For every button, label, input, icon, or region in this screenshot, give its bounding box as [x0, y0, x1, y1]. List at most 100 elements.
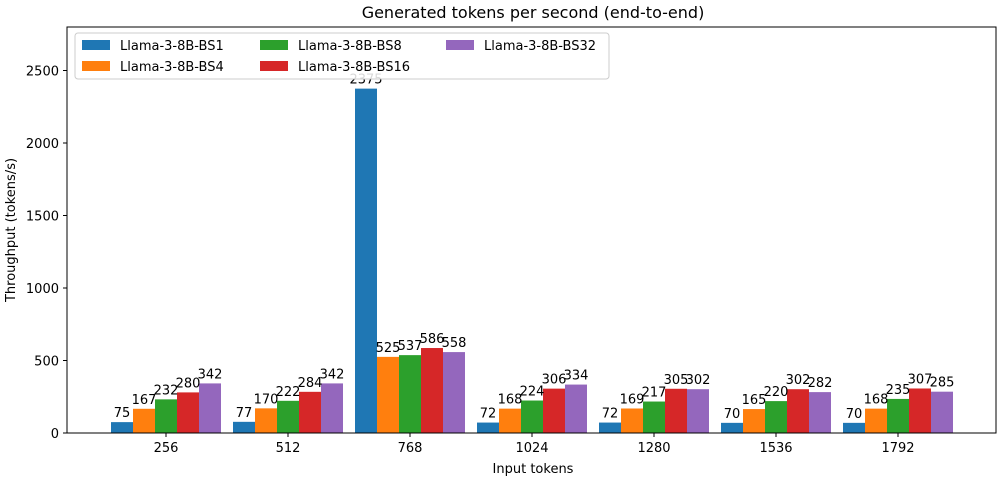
bar-value-label: 334: [564, 369, 589, 384]
bar: [621, 408, 643, 433]
plot-frame: [66, 26, 997, 434]
bar-value-label: 285: [930, 376, 955, 391]
legend-box: [74, 32, 610, 80]
bar-value-label: 168: [864, 393, 889, 408]
bar: [743, 409, 765, 433]
legend-swatch: [82, 40, 110, 50]
bar-value-label: 167: [132, 393, 157, 408]
chart-title: Generated tokens per second (end-to-end): [362, 3, 705, 22]
bar-value-label: 70: [846, 407, 863, 422]
bar-value-label: 302: [686, 373, 711, 388]
legend-swatch: [260, 40, 288, 50]
bar: [399, 355, 421, 433]
bar-value-label: 282: [808, 376, 833, 391]
legend-label: Llama-3-8B-BS32: [484, 39, 596, 54]
x-tick-label: 1792: [881, 441, 914, 456]
bar: [909, 388, 931, 433]
x-tick-label: 1280: [637, 441, 670, 456]
bar: [443, 352, 465, 433]
bar: [809, 392, 831, 433]
bar: [155, 399, 177, 433]
x-axis-ticks: 256 512 768 1024 1280 1536 1792: [154, 433, 915, 456]
bar-value-label: 170: [254, 392, 279, 407]
legend-swatch: [446, 40, 474, 50]
y-tick-label: 2000: [26, 137, 59, 152]
bar-value-label: 70: [724, 407, 741, 422]
bar-value-label: 165: [742, 393, 767, 408]
y-tick-label: 2500: [26, 65, 59, 80]
bar: [787, 389, 809, 433]
bar: [299, 391, 321, 433]
bar: [233, 421, 255, 433]
bar-value-label: 342: [198, 367, 223, 382]
bar: [543, 388, 565, 433]
bar-value-label: 537: [398, 339, 423, 354]
bar-value-label: 224: [520, 385, 545, 400]
bar-value-label: 169: [620, 392, 645, 407]
bar-value-label: 72: [480, 407, 497, 422]
bar: [421, 348, 443, 433]
y-tick-label: 1500: [26, 210, 59, 225]
bar: [477, 422, 499, 433]
bar: [887, 398, 909, 433]
bar-value-label: 586: [420, 332, 445, 347]
bar: [521, 400, 543, 433]
y-axis-ticks: 0 500 1000 1500 2000 2500: [26, 65, 67, 442]
bar: [355, 88, 377, 433]
bar: [931, 391, 953, 433]
bar: [133, 408, 155, 433]
x-tick-label: 1536: [759, 441, 792, 456]
bar-value-label: 307: [908, 372, 933, 387]
bar-value-label: 342: [320, 367, 345, 382]
bar: [321, 383, 343, 433]
bar: [499, 408, 521, 433]
bar: [721, 422, 743, 433]
y-axis-label: Throughput (tokens/s): [4, 158, 19, 303]
legend-label: Llama-3-8B-BS16: [298, 60, 410, 75]
bar-value-label: 168: [498, 393, 523, 408]
y-tick-label: 1000: [26, 282, 59, 297]
bar: [111, 422, 133, 433]
x-tick-label: 256: [154, 441, 179, 456]
bar: [377, 356, 399, 433]
bar-value-label: 222: [276, 385, 301, 400]
bar-value-label: 232: [154, 383, 179, 398]
bars-group: [111, 88, 953, 433]
bar: [843, 422, 865, 433]
x-tick-label: 768: [398, 441, 423, 456]
x-axis-label: Input tokens: [493, 462, 574, 477]
bar-value-label: 558: [442, 336, 467, 351]
legend-label: Llama-3-8B-BS1: [120, 39, 224, 54]
bar-value-label: 72: [602, 407, 619, 422]
bar-value-label: 305: [664, 373, 689, 388]
bar-value-label: 302: [786, 373, 811, 388]
bar-value-label: 235: [886, 383, 911, 398]
bar: [599, 422, 621, 433]
bar-value-label: 525: [376, 341, 401, 356]
bar: [865, 408, 887, 433]
bar: [277, 400, 299, 433]
bar-value-label: 306: [542, 373, 567, 388]
bar: [255, 408, 277, 433]
legend-label: Llama-3-8B-BS8: [298, 39, 402, 54]
bar: [643, 401, 665, 433]
bar-value-label: 217: [642, 386, 667, 401]
bar-value-label: 220: [764, 385, 789, 400]
legend-swatch: [82, 61, 110, 71]
bar: [199, 383, 221, 433]
bar-value-label: 280: [176, 376, 201, 391]
bar: [177, 392, 199, 433]
bar: [765, 401, 787, 433]
legend: Llama-3-8B-BS1 Llama-3-8B-BS4 Llama-3-8B-B…: [74, 32, 610, 80]
legend-swatch: [260, 61, 288, 71]
bar-value-label: 75: [114, 406, 131, 421]
bar: [687, 389, 709, 433]
x-tick-label: 512: [276, 441, 301, 456]
x-tick-label: 1024: [515, 441, 548, 456]
y-tick-label: 0: [51, 427, 59, 442]
bar-value-label: 284: [298, 376, 323, 391]
bar: [665, 388, 687, 433]
y-tick-label: 500: [34, 355, 59, 370]
